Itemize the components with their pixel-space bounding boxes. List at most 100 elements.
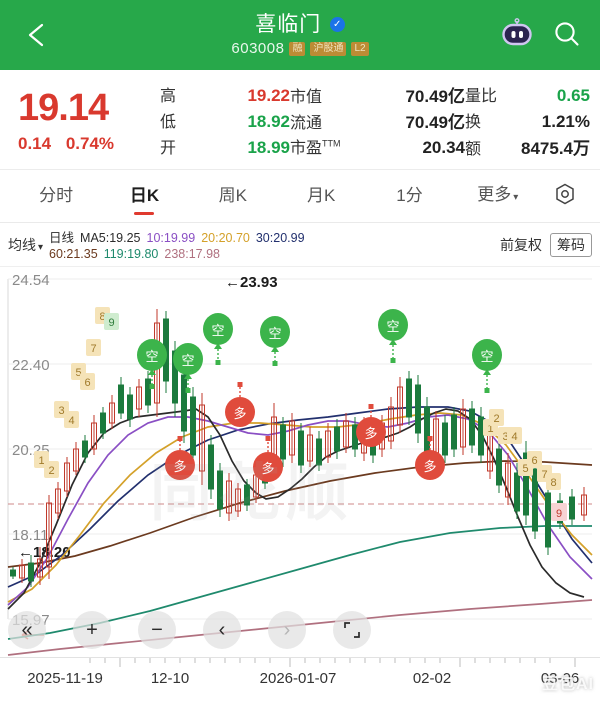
- settings-hex-icon: [556, 183, 574, 204]
- ma30-line: [7, 406, 593, 588]
- candle: [109, 395, 115, 429]
- tab-fenshi[interactable]: 分时: [39, 186, 74, 205]
- candle: [217, 463, 223, 517]
- candle: [100, 407, 106, 439]
- back-button[interactable]: [24, 20, 50, 50]
- pan-right-button[interactable]: ›: [268, 611, 306, 649]
- svg-text:5: 5: [522, 463, 528, 475]
- robot-assistant-icon[interactable]: [500, 18, 534, 50]
- candle: [199, 393, 205, 485]
- candle: [532, 459, 538, 539]
- count-sequence-left: 1 2 3 4 5 6 7 8 9: [34, 307, 119, 478]
- stat-label: 额: [465, 140, 482, 158]
- candle: [545, 483, 551, 555]
- ma-entry-5: MA5:19.25: [80, 231, 141, 245]
- ma-entry-238: 238:17.98: [164, 247, 220, 261]
- svg-text:3: 3: [502, 431, 508, 443]
- count-tag: 8: [546, 473, 561, 490]
- candle: [73, 442, 79, 475]
- chevron-left-icon: [28, 23, 44, 47]
- stat-value: 0.65: [556, 85, 590, 105]
- stat-value: 1.21%: [541, 111, 590, 131]
- ma-entry-60: 60:21.35: [49, 247, 98, 261]
- quote-column-cap: 市值 70.49亿 流通 70.49亿 市盈TTM 20.34: [290, 82, 465, 160]
- long-marker: 多: [415, 436, 445, 480]
- candle: [289, 413, 295, 463]
- stat-label: 低: [160, 113, 177, 131]
- quote-column-hlo: 高 19.22 低 18.92 开 18.99: [160, 82, 290, 160]
- x-tick-label: 12-10: [150, 670, 190, 687]
- svg-text:多: 多: [261, 461, 274, 476]
- count-sequence-right: 1 2 3 4 5 6 7 8 9: [483, 409, 567, 521]
- tab-day-k[interactable]: 日K: [100, 170, 188, 222]
- svg-text:2: 2: [493, 413, 499, 425]
- fullscreen-button[interactable]: [333, 611, 371, 649]
- ma-values: 日线 MA5:19.25 10:19.99 20:20.70 30:20.99 60:21…: [49, 228, 500, 262]
- chips-button[interactable]: 筹码: [550, 233, 592, 257]
- svg-text:1: 1: [38, 455, 44, 467]
- adjust-mode-button[interactable]: 前复权: [500, 237, 542, 253]
- count-tag: 4: [64, 411, 79, 428]
- candle: [460, 399, 466, 455]
- svg-text:1: 1: [487, 423, 493, 435]
- chevron-down-icon: ▾: [38, 242, 44, 253]
- quote-row: 市盈TTM 20.34: [290, 134, 465, 160]
- quote-row: 低 18.92: [160, 108, 290, 134]
- svg-text:多: 多: [364, 426, 377, 441]
- svg-text:4: 4: [511, 431, 517, 443]
- quote-row: 高 19.22: [160, 82, 290, 108]
- stat-label: 开: [160, 139, 177, 157]
- chart-settings-button[interactable]: [542, 182, 588, 211]
- candle: [523, 441, 529, 525]
- chart-control-bar: « + − ‹ ›: [8, 611, 371, 649]
- candle: [388, 397, 394, 449]
- candle: [505, 453, 511, 505]
- zoom-out-button[interactable]: −: [138, 611, 176, 649]
- candle: [325, 423, 331, 463]
- count-tag: 9: [104, 313, 119, 330]
- long-marker: 多: [253, 436, 283, 482]
- candle: [208, 435, 214, 499]
- stat-value: 70.49亿: [405, 86, 465, 106]
- jump-start-button[interactable]: «: [8, 611, 46, 649]
- candle: [478, 407, 484, 463]
- ma-selector[interactable]: 均线 ▾: [8, 237, 44, 253]
- badge-connect: 沪股通: [310, 41, 347, 56]
- ma-entry-10: 10:19.99: [146, 231, 196, 245]
- stat-label: 量比: [465, 87, 498, 105]
- candle: [181, 365, 187, 443]
- svg-text:空: 空: [268, 326, 281, 341]
- tab-more[interactable]: 更多 ▾: [477, 184, 519, 204]
- candle: [343, 413, 349, 453]
- candle: [415, 375, 421, 443]
- page-title: 喜临门: [255, 13, 322, 36]
- x-tick-label: 02-02: [412, 670, 452, 687]
- search-icon[interactable]: [552, 19, 582, 49]
- candle: [91, 415, 97, 455]
- stat-value: 18.92: [247, 111, 290, 131]
- svg-text:多: 多: [233, 406, 246, 421]
- high-annotation: ←23.93: [225, 274, 278, 291]
- long-signal-markers: 多 多 多 多: [165, 382, 445, 482]
- ma-entry-20: 20:20.70: [201, 231, 250, 245]
- k-line-chart[interactable]: 同花顺 24.54 22.40 20.25 18.11 15.97 ←23.93…: [0, 267, 600, 657]
- ma-entry-30: 30:20.99: [255, 231, 305, 245]
- candle: [82, 435, 88, 463]
- candle: [235, 483, 241, 517]
- stat-value: 70.49亿: [405, 112, 465, 132]
- stock-title-row: 喜临门 ✓: [231, 14, 368, 35]
- tab-month-k[interactable]: 月K: [306, 186, 336, 205]
- tab-week-k[interactable]: 周K: [218, 186, 247, 205]
- chart-canvas: 24.54 22.40 20.25 18.11 15.97 ←23.93 ←18…: [7, 272, 593, 656]
- fullscreen-icon: [344, 622, 360, 638]
- svg-text:5: 5: [75, 367, 81, 379]
- candle: [28, 555, 34, 587]
- stat-label: 市值: [290, 88, 323, 106]
- pan-left-button[interactable]: ‹: [203, 611, 241, 649]
- stat-label: 高: [160, 87, 177, 105]
- x-tick-label: 03-06: [540, 670, 580, 687]
- tab-one-minute[interactable]: 1分: [396, 186, 423, 205]
- zoom-in-button[interactable]: +: [73, 611, 111, 649]
- ma20-line: [7, 412, 593, 603]
- short-signal-markers: 空 空 空 空: [137, 309, 502, 393]
